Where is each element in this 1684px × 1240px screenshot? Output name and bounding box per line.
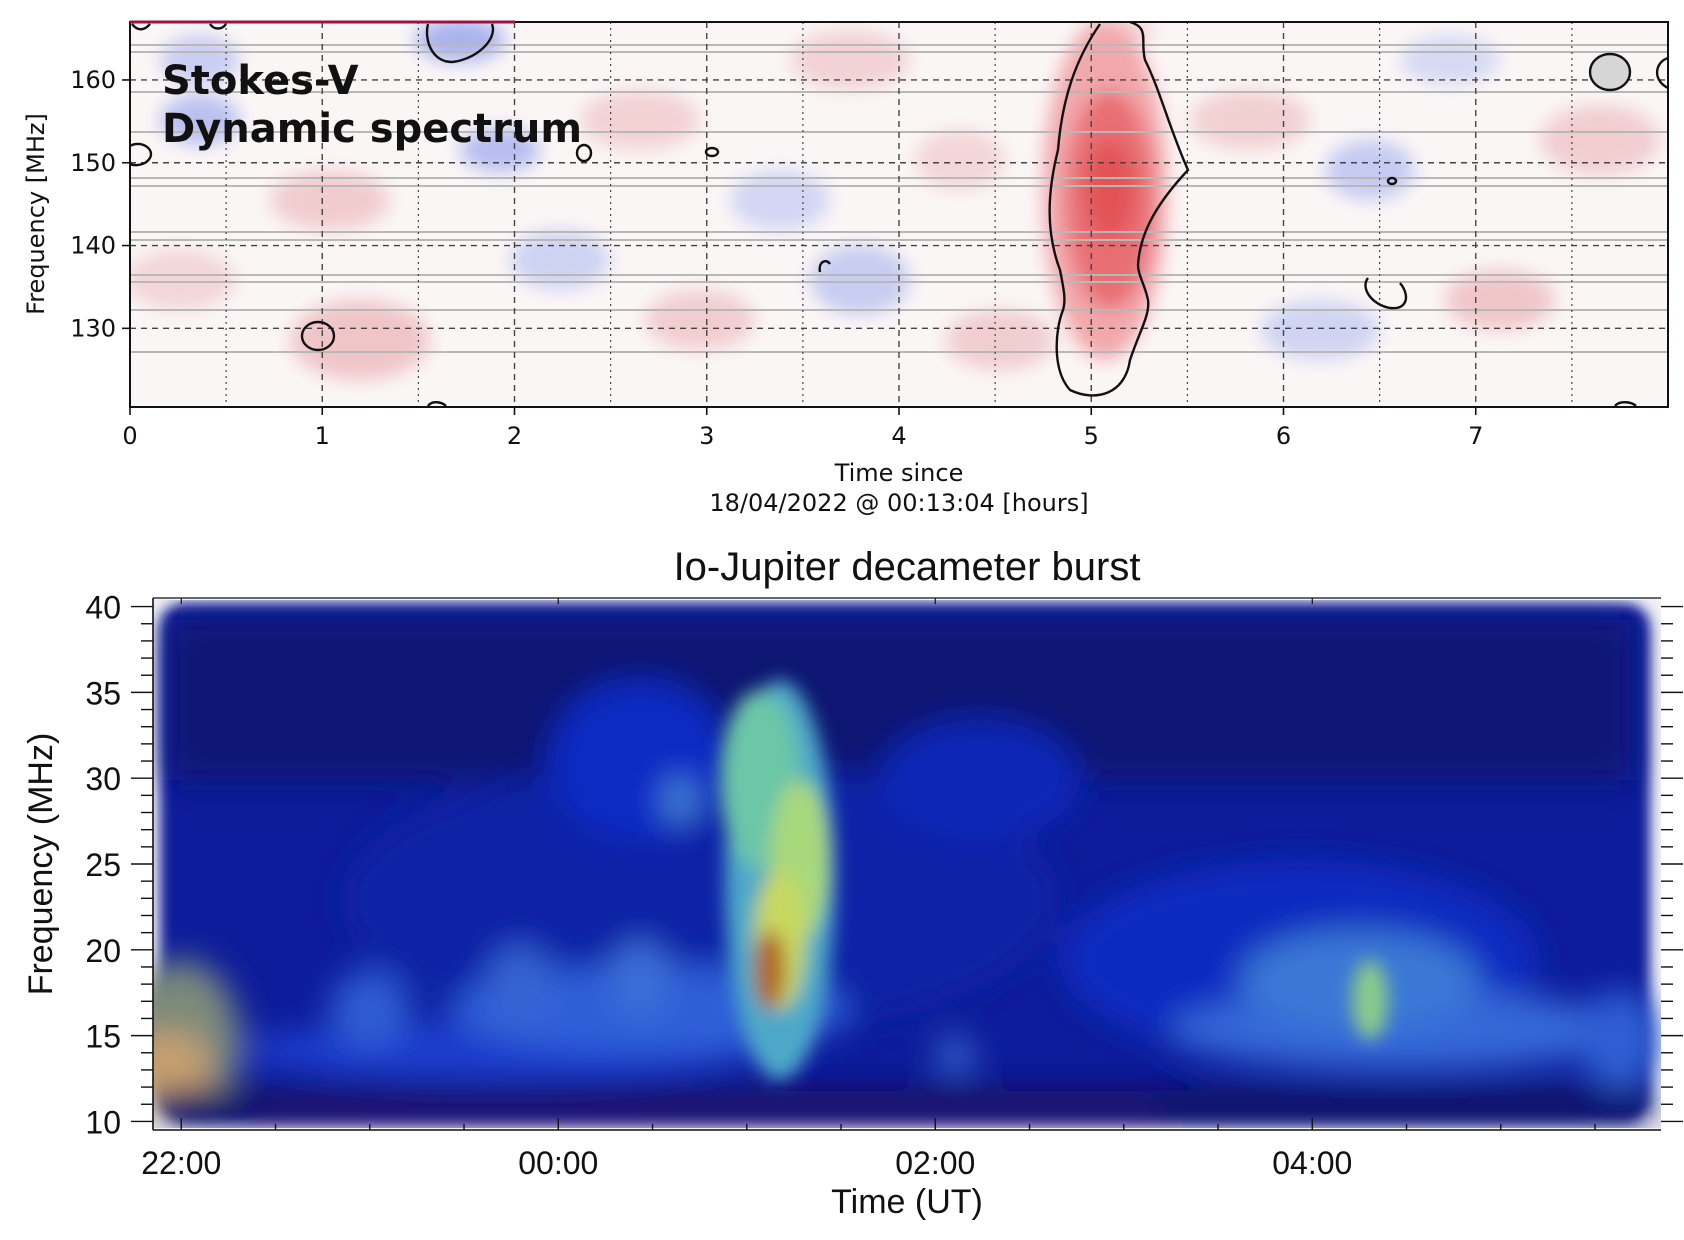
- x-axis-label: Time (UT): [831, 1183, 983, 1221]
- contour-loop: [818, 260, 831, 273]
- contour-loop: [209, 23, 227, 30]
- x-tick-label: 3: [699, 422, 714, 450]
- contour-loop: [300, 320, 336, 352]
- y-tick-label: 30: [85, 761, 121, 797]
- y-tick-label: 15: [85, 1019, 121, 1055]
- stokes-v-panel: 0 1 2 3 4 5 6 7 130 140 150 160 Stokes-V Dynamic sp…: [22, 20, 1669, 517]
- io-jupiter-panel: Io-Jupiter decameter burst: [22, 545, 1683, 1221]
- y-tick-label: 10: [85, 1104, 121, 1140]
- axes: 0 1 2 3 4 5 6 7 130 140 150 160: [70, 66, 1483, 450]
- heatmap-texture: [153, 604, 1660, 1122]
- dynamic-spectrum-label: Dynamic spectrum: [162, 106, 582, 152]
- contour-loop: [575, 143, 593, 163]
- x-tick-label: 02:00: [895, 1145, 975, 1181]
- contour-loop: [131, 23, 151, 31]
- contour-loop: [1655, 56, 1669, 90]
- y-tick-label: 140: [70, 232, 116, 260]
- x-tick-label: 2: [507, 422, 522, 450]
- contour-loop: [425, 23, 495, 64]
- x-tick-label: 5: [1084, 422, 1099, 450]
- y-tick-label: 25: [85, 847, 121, 883]
- y-tick-label: 20: [85, 933, 121, 969]
- panel-title: Io-Jupiter decameter burst: [674, 545, 1141, 589]
- x-tick-label: 4: [891, 422, 906, 450]
- contours: [129, 20, 1669, 407]
- y-tick-label: 35: [85, 675, 121, 711]
- grid: [130, 22, 1668, 407]
- contour-loop: [1614, 401, 1637, 407]
- axes: 22:00 00:00 02:00 04:00 10 15 20 25 30 35 40: [85, 590, 1683, 1181]
- x-tick-label: 1: [315, 422, 330, 450]
- x-tick-label: 6: [1276, 422, 1291, 450]
- contour-loop: [1588, 52, 1632, 92]
- contour-loop: [704, 146, 720, 158]
- contour-loop: [427, 401, 447, 407]
- x-tick-label: 04:00: [1272, 1145, 1352, 1181]
- y-tick-label: 150: [70, 149, 116, 177]
- y-tick-label: 160: [70, 66, 116, 94]
- stokes-label: Stokes-V: [162, 58, 359, 104]
- x-tick-label: 22:00: [141, 1145, 221, 1181]
- x-axis-label-line1: Time since: [834, 459, 964, 487]
- burst-contour: [1048, 20, 1190, 397]
- contour-loop: [1364, 277, 1408, 310]
- x-axis-label-line2: 18/04/2022 @ 00:13:04 [hours]: [709, 489, 1088, 517]
- contour-loop: [1386, 176, 1398, 186]
- x-tick-label: 00:00: [518, 1145, 598, 1181]
- y-axis-label: Frequency [MHz]: [22, 113, 50, 315]
- x-tick-label: 0: [122, 422, 137, 450]
- contour-loop: [129, 142, 153, 167]
- y-tick-label: 40: [85, 590, 121, 626]
- x-tick-label: 7: [1468, 422, 1483, 450]
- y-axis-label: Frequency (MHz): [22, 733, 60, 996]
- y-tick-label: 130: [70, 314, 116, 342]
